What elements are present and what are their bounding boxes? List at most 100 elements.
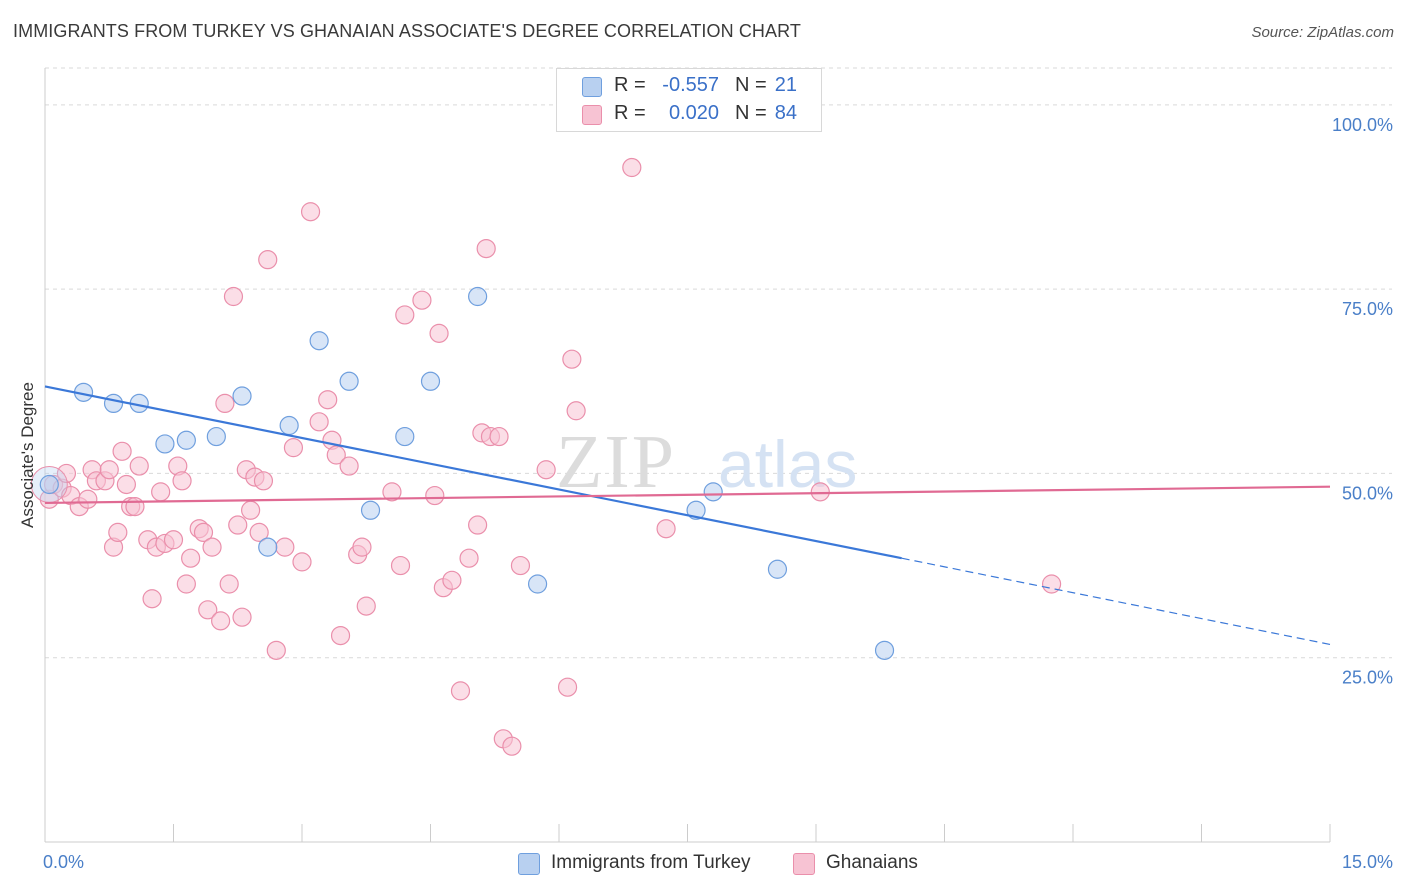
point-ghanaian bbox=[253, 471, 274, 491]
point-ghanaian bbox=[450, 681, 471, 701]
point-ghanaian bbox=[318, 390, 338, 410]
y-tick-label: 75.0% bbox=[1342, 299, 1393, 319]
bottom-legend-label: Immigrants from Turkey bbox=[551, 852, 751, 873]
point-turkey bbox=[527, 574, 548, 594]
y-tick-label: 50.0% bbox=[1342, 483, 1393, 503]
watermark-atlas: atlas bbox=[718, 427, 857, 501]
point-turkey bbox=[206, 426, 226, 447]
grid-layer bbox=[45, 67, 1392, 659]
point-turkey bbox=[258, 537, 278, 557]
chart-title: IMMIGRANTS FROM TURKEY VS GHANAIAN ASSOC… bbox=[13, 21, 801, 41]
bottom-legend-swatch-blue bbox=[518, 853, 540, 875]
point-ghanaian bbox=[116, 474, 136, 495]
point-turkey bbox=[232, 386, 252, 406]
points-immigrants-from-turkey bbox=[39, 286, 895, 660]
x-tick-label-max: 15.0% bbox=[1341, 852, 1393, 872]
point-ghanaian bbox=[198, 600, 218, 620]
point-ghanaian bbox=[810, 482, 830, 502]
point-turkey bbox=[874, 640, 895, 660]
point-ghanaian bbox=[510, 555, 531, 576]
point-ghanaian bbox=[193, 522, 214, 543]
point-turkey bbox=[39, 474, 59, 495]
axis-layer bbox=[44, 68, 1331, 843]
point-ghanaian bbox=[557, 677, 578, 697]
point-turkey bbox=[155, 434, 175, 454]
point-ghanaian bbox=[151, 482, 171, 502]
point-ghanaian bbox=[356, 596, 376, 616]
point-turkey bbox=[279, 415, 299, 436]
point-turkey bbox=[395, 426, 415, 447]
point-ghanaian bbox=[309, 412, 329, 432]
bottom-legend-label: Ghanaians bbox=[826, 852, 918, 873]
bottom-legend-swatch-pink bbox=[793, 853, 815, 875]
point-ghanaian bbox=[129, 456, 149, 476]
point-ghanaian bbox=[326, 445, 346, 465]
trendline-ghanaians bbox=[44, 485, 1331, 505]
y-tick-labels: 25.0% 50.0% 75.0% 100.0% bbox=[1332, 115, 1393, 688]
watermark: ZIP atlas bbox=[556, 420, 857, 504]
point-ghanaian bbox=[425, 485, 445, 506]
point-turkey bbox=[339, 371, 359, 391]
point-ghanaian bbox=[300, 202, 321, 222]
point-ghanaian bbox=[78, 489, 98, 509]
watermark-zip: ZIP bbox=[556, 420, 676, 504]
point-ghanaian bbox=[219, 574, 239, 594]
legend-row-turkey: R = -0.557 N = 21 bbox=[557, 74, 821, 100]
point-ghanaian bbox=[489, 426, 509, 447]
legend-n-value: 21 bbox=[774, 74, 797, 96]
point-ghanaian bbox=[566, 401, 586, 421]
point-ghanaian bbox=[395, 305, 415, 325]
point-ghanaian bbox=[163, 530, 184, 550]
point-ghanaian bbox=[228, 515, 248, 535]
point-ghanaian bbox=[99, 460, 119, 480]
point-ghanaian bbox=[215, 393, 235, 413]
legend-r-value: -0.557 bbox=[662, 74, 719, 96]
legend-row-ghanaians: R = 0.020 N = 84 bbox=[557, 102, 821, 128]
point-ghanaian bbox=[275, 537, 295, 557]
point-ghanaian bbox=[468, 515, 488, 535]
x-tick-label-min: 0.0% bbox=[43, 852, 85, 872]
point-turkey bbox=[686, 500, 706, 520]
point-ghanaian bbox=[656, 519, 676, 539]
point-turkey bbox=[360, 500, 381, 520]
legend-swatch-pink bbox=[582, 105, 602, 125]
point-ghanaian bbox=[390, 555, 411, 576]
point-ghanaian bbox=[266, 640, 286, 660]
point-ghanaian bbox=[352, 537, 372, 557]
point-ghanaian bbox=[562, 349, 582, 369]
point-ghanaian bbox=[292, 552, 312, 572]
point-ghanaian bbox=[1041, 574, 1062, 594]
point-ghanaian bbox=[283, 438, 304, 458]
point-ghanaian bbox=[622, 157, 642, 178]
legend-n-label: N = bbox=[735, 74, 767, 96]
point-ghanaian bbox=[125, 497, 145, 517]
legend-r-label: R = bbox=[614, 74, 646, 96]
y-tick-label: 25.0% bbox=[1342, 668, 1393, 688]
point-ghanaian bbox=[112, 441, 132, 461]
point-ghanaian bbox=[249, 522, 269, 543]
point-ghanaian bbox=[330, 625, 351, 646]
point-ghanaian bbox=[258, 250, 278, 270]
point-ghanaian bbox=[241, 500, 261, 520]
point-ghanaian bbox=[181, 548, 201, 568]
point-turkey bbox=[468, 286, 488, 307]
point-ghanaian bbox=[412, 290, 432, 310]
trendline-turkey-extrapolated bbox=[901, 557, 1331, 646]
point-turkey bbox=[103, 393, 124, 413]
point-ghanaian bbox=[176, 574, 196, 594]
y-tick-label: 100.0% bbox=[1332, 115, 1393, 135]
point-ghanaian bbox=[382, 482, 402, 502]
y-axis-label: Associate's Degree bbox=[18, 382, 37, 528]
point-turkey bbox=[767, 559, 788, 579]
points-ghanaians bbox=[30, 157, 1062, 756]
point-ghanaian bbox=[223, 286, 244, 307]
point-ghanaian bbox=[459, 548, 479, 568]
point-ghanaian bbox=[442, 570, 462, 590]
point-ghanaian bbox=[172, 471, 192, 491]
point-ghanaian bbox=[202, 537, 222, 557]
point-ghanaian bbox=[211, 611, 231, 631]
legend-r-value: 0.020 bbox=[668, 102, 719, 124]
stats-legend: R = -0.557 N = 21 R = 0.020 N = 84 bbox=[556, 68, 822, 132]
point-turkey bbox=[420, 371, 441, 391]
